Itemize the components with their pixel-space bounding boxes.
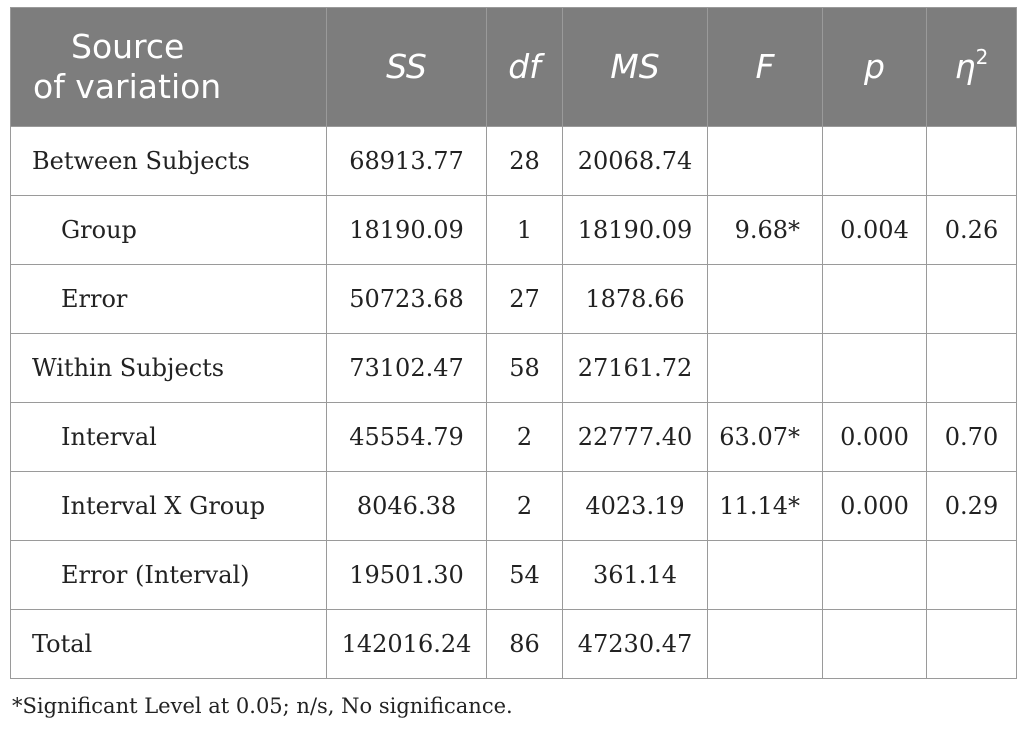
table-row: Interval 45554.79 2 22777.40 63.07* 0.00…	[10, 402, 1017, 472]
cell-df: 58	[486, 333, 563, 403]
table-body: Between Subjects 68913.77 28 20068.74 Gr…	[10, 126, 1017, 679]
table-row: Total 142016.24 86 47230.47	[10, 609, 1017, 679]
header-p: p	[822, 7, 927, 127]
table-row: Error 50723.68 27 1878.66	[10, 264, 1017, 334]
cell-ms: 20068.74	[562, 126, 708, 196]
cell-f: 11.14*	[707, 471, 823, 541]
header-ms: MS	[562, 7, 708, 127]
cell-ss: 50723.68	[326, 264, 487, 334]
header-source-line2: of variation	[33, 67, 222, 106]
cell-f: 9.68*	[707, 195, 823, 265]
cell-ms: 22777.40	[562, 402, 708, 472]
cell-f	[707, 540, 823, 610]
cell-f	[707, 264, 823, 334]
header-row: Source of variation SS df MS F p η2	[10, 7, 1017, 127]
cell-f	[707, 126, 823, 196]
cell-df: 54	[486, 540, 563, 610]
anova-table: Source of variation SS df MS F p η2 Betw…	[10, 7, 1017, 679]
cell-df: 1	[486, 195, 563, 265]
table-row: Interval X Group 8046.38 2 4023.19 11.14…	[10, 471, 1017, 541]
table-row: Error (Interval) 19501.30 54 361.14	[10, 540, 1017, 610]
cell-eta	[926, 333, 1017, 403]
header-eta-squared: η2	[926, 7, 1017, 127]
cell-p: 0.000	[822, 471, 927, 541]
header-f: F	[707, 7, 823, 127]
header-source: Source of variation	[10, 7, 327, 127]
cell-ss: 73102.47	[326, 333, 487, 403]
cell-f	[707, 609, 823, 679]
cell-df: 86	[486, 609, 563, 679]
header-df: df	[486, 7, 563, 127]
cell-source: Group	[10, 195, 327, 265]
table-header: Source of variation SS df MS F p η2	[10, 7, 1017, 127]
cell-source: Between Subjects	[10, 126, 327, 196]
table-row: Group 18190.09 1 18190.09 9.68* 0.004 0.…	[10, 195, 1017, 265]
table-row: Within Subjects 73102.47 58 27161.72	[10, 333, 1017, 403]
cell-df: 2	[486, 471, 563, 541]
cell-eta	[926, 540, 1017, 610]
table-footnote: *Significant Level at 0.05; n/s, No sign…	[12, 694, 513, 718]
header-ss: SS	[326, 7, 487, 127]
cell-eta	[926, 126, 1017, 196]
cell-p: 0.004	[822, 195, 927, 265]
header-source-line1: Source	[71, 27, 185, 66]
cell-ms: 27161.72	[562, 333, 708, 403]
anova-table-container: Source of variation SS df MS F p η2 Betw…	[10, 7, 1017, 679]
cell-ms: 4023.19	[562, 471, 708, 541]
cell-ms: 1878.66	[562, 264, 708, 334]
cell-source: Total	[10, 609, 327, 679]
cell-f: 63.07*	[707, 402, 823, 472]
cell-ss: 18190.09	[326, 195, 487, 265]
cell-source: Error	[10, 264, 327, 334]
cell-source: Error (Interval)	[10, 540, 327, 610]
cell-source: Within Subjects	[10, 333, 327, 403]
cell-ss: 142016.24	[326, 609, 487, 679]
cell-source: Interval	[10, 402, 327, 472]
table-row: Between Subjects 68913.77 28 20068.74	[10, 126, 1017, 196]
cell-eta: 0.70	[926, 402, 1017, 472]
cell-eta	[926, 609, 1017, 679]
cell-eta: 0.26	[926, 195, 1017, 265]
cell-ss: 45554.79	[326, 402, 487, 472]
cell-ss: 8046.38	[326, 471, 487, 541]
cell-ms: 47230.47	[562, 609, 708, 679]
cell-df: 28	[486, 126, 563, 196]
cell-p: 0.000	[822, 402, 927, 472]
cell-df: 27	[486, 264, 563, 334]
cell-p	[822, 333, 927, 403]
header-eta-sup: 2	[975, 45, 989, 69]
cell-p	[822, 540, 927, 610]
cell-df: 2	[486, 402, 563, 472]
cell-eta	[926, 264, 1017, 334]
cell-ss: 68913.77	[326, 126, 487, 196]
cell-ms: 18190.09	[562, 195, 708, 265]
cell-f	[707, 333, 823, 403]
cell-eta: 0.29	[926, 471, 1017, 541]
cell-p	[822, 126, 927, 196]
cell-source: Interval X Group	[10, 471, 327, 541]
cell-ms: 361.14	[562, 540, 708, 610]
cell-ss: 19501.30	[326, 540, 487, 610]
cell-p	[822, 264, 927, 334]
cell-p	[822, 609, 927, 679]
header-eta-base: η	[954, 47, 976, 86]
